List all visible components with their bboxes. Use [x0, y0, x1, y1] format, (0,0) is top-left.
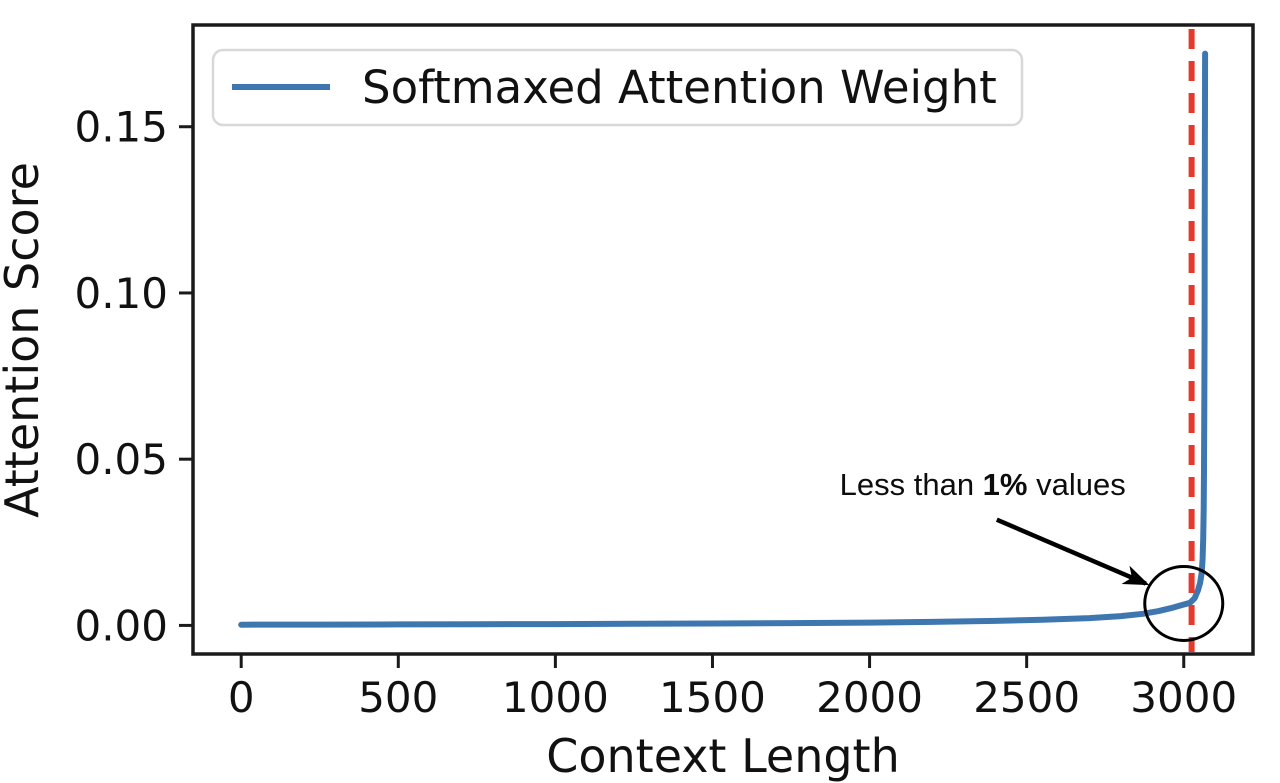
x-tick-label: 1500: [659, 673, 766, 722]
axis-ticks: 0 500 1000 1500 2000 2500 3000 0.00 0.05 0.10 0.15: [74, 103, 1237, 722]
x-tick-label: 2000: [816, 673, 923, 722]
y-tick-label: 0.10: [74, 269, 168, 318]
y-tick-label: 0.05: [74, 435, 168, 484]
legend: Softmaxed Attention Weight: [211, 48, 1024, 127]
softmaxed-attention-line: [238, 50, 1209, 628]
x-tick-label: 0: [228, 673, 255, 722]
x-tick-label: 500: [358, 673, 438, 722]
x-tick-label: 2500: [973, 673, 1080, 722]
annotation-text: Less than 1% values: [840, 467, 1126, 502]
y-tick-label: 0.00: [74, 601, 168, 650]
legend-box: [211, 48, 1024, 127]
annotation-text-part3: values: [1027, 467, 1125, 502]
y-tick-label: 0.15: [74, 103, 168, 152]
annotation-text-part1: Less than: [840, 467, 983, 502]
x-tick-label: 3000: [1130, 673, 1237, 722]
annotation-text-bold: 1%: [983, 467, 1028, 502]
annotation-arrow: [995, 517, 1150, 586]
plot-area-border: [191, 23, 1255, 656]
highlight-circle: [1143, 564, 1225, 642]
legend-label: Softmaxed Attention Weight: [362, 61, 997, 114]
y-axis-label: Attention Score: [0, 162, 49, 518]
x-axis-label: Context Length: [546, 729, 900, 783]
x-tick-label: 1000: [502, 673, 609, 722]
